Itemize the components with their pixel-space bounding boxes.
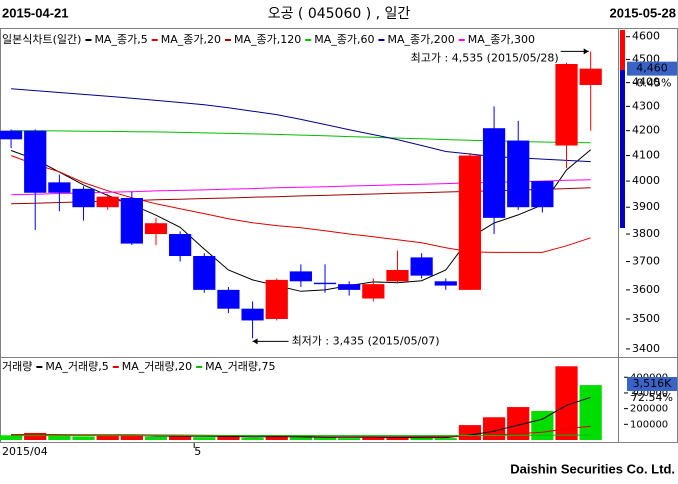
candle-body xyxy=(410,257,433,276)
candle-body xyxy=(507,140,530,208)
range-indicator-up xyxy=(620,30,625,70)
y-tick-label: 3700 xyxy=(632,255,660,268)
candle-body xyxy=(555,64,578,146)
candle-body xyxy=(313,282,337,285)
annotation-arrowhead xyxy=(583,48,589,55)
candle-body xyxy=(24,130,47,193)
candle-body xyxy=(362,284,385,299)
volume-bar xyxy=(241,437,264,440)
candle-body xyxy=(531,181,554,208)
volume-bar xyxy=(458,425,482,440)
volume-bar xyxy=(217,436,240,440)
y-tick-label: 3500 xyxy=(632,312,660,325)
panel-title: 거래량 xyxy=(2,360,32,373)
last-volume-label: 3,516K xyxy=(633,377,672,390)
footer: Daishin Securities Co. Ltd. xyxy=(510,461,675,476)
y-tick-label: 4400 xyxy=(632,76,660,89)
panel-title: 일본식차트(일간) xyxy=(2,32,81,46)
y-tick-label: 3900 xyxy=(632,200,660,213)
start-date: 2015-04-21 xyxy=(2,5,69,20)
legend-label: MA_종가,20 xyxy=(161,33,221,46)
candle-body xyxy=(193,256,216,290)
volume-bar xyxy=(120,435,143,440)
legend-label: MA_종가,300 xyxy=(468,33,535,46)
candle-body xyxy=(169,234,192,257)
candle-body xyxy=(96,196,119,208)
volume-bar xyxy=(24,432,47,440)
candle-body xyxy=(144,223,168,235)
candle-body xyxy=(579,68,602,85)
volume-bar xyxy=(193,437,216,440)
low-annotation: 최저가 : 3,435 (2015/05/07) xyxy=(292,334,440,347)
legend-label: MA_거래량,5 xyxy=(45,360,108,373)
y-tick-label: 4600 xyxy=(632,30,660,43)
candle-body xyxy=(338,284,361,290)
candle-body xyxy=(241,308,264,321)
volume-bar xyxy=(507,407,530,440)
end-date: 2015-05-28 xyxy=(610,5,677,20)
volume-bar xyxy=(362,437,385,440)
y-tick-label: 200000 xyxy=(630,404,668,415)
legend-label: MA_종가,5 xyxy=(94,33,147,46)
volume-bar xyxy=(0,435,23,440)
ma-line xyxy=(11,434,591,437)
x-tick-label: 2015/04 xyxy=(2,445,48,458)
candle-body xyxy=(434,281,457,286)
ma-line xyxy=(10,155,591,253)
volume-bar xyxy=(313,437,337,440)
volume-change-label: 72.54% xyxy=(631,391,673,404)
volume-bar xyxy=(482,417,506,440)
x-tick-label: 5 xyxy=(194,445,201,458)
candle-body xyxy=(265,279,288,319)
y-tick-label: 4300 xyxy=(632,99,660,112)
change-label: -0.45% xyxy=(633,77,672,90)
volume-bar xyxy=(72,436,95,440)
candle-body xyxy=(386,269,409,282)
volume-bar xyxy=(289,437,312,440)
y-tick-label: 3600 xyxy=(632,283,660,296)
volume-bar xyxy=(338,438,361,440)
volume-bar xyxy=(169,436,192,440)
range-indicator-down xyxy=(620,70,625,228)
y-tick-label: 4200 xyxy=(632,124,660,137)
volume-bar xyxy=(555,366,578,440)
volume-bar xyxy=(579,385,602,440)
y-tick-label: 4100 xyxy=(632,149,660,162)
candle-body xyxy=(120,197,143,244)
volume-bar xyxy=(96,435,119,440)
last-price-label: 4,460 xyxy=(636,62,668,75)
candle-body xyxy=(458,155,482,290)
volume-bar xyxy=(144,436,168,440)
candle-body xyxy=(0,130,23,140)
candle-body xyxy=(72,188,95,208)
y-tick-label: 3400 xyxy=(632,342,660,355)
volume-bar xyxy=(386,436,409,440)
legend-label: MA_종가,120 xyxy=(234,33,301,46)
last-price-box xyxy=(627,61,677,76)
legend-label: MA_거래량,20 xyxy=(122,360,192,373)
candle-body xyxy=(48,182,71,193)
candle-body xyxy=(289,271,312,282)
legend-label: MA_거래량,75 xyxy=(205,360,275,373)
y-tick-label: 3800 xyxy=(632,227,660,240)
y-tick-label: 100000 xyxy=(630,419,668,430)
last-volume-box xyxy=(627,377,677,391)
legend-label: MA_종가,200 xyxy=(387,33,454,46)
volume-bar xyxy=(434,438,457,440)
volume-bar xyxy=(48,436,71,440)
y-tick-label: 300000 xyxy=(630,388,668,399)
volume-bar xyxy=(265,435,288,440)
chart-title: 오공 ( 045060 ) , 일간 xyxy=(268,6,411,22)
high-annotation: 최고가 : 4,535 (2015/05/28) xyxy=(411,51,559,64)
legend-label: MA_종가,60 xyxy=(314,33,374,46)
candle-body xyxy=(217,289,240,309)
candle-body xyxy=(482,128,506,218)
volume-bar xyxy=(410,437,433,440)
annotation-arrowhead xyxy=(252,338,258,345)
y-tick-label: 4000 xyxy=(632,174,660,187)
